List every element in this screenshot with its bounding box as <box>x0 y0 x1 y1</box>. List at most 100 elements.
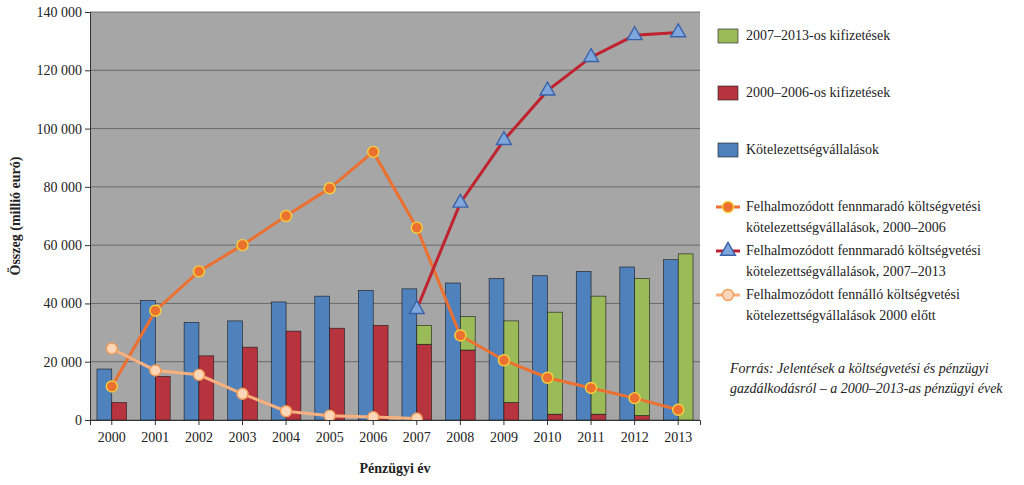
legend-label: 2000–2006-os kifizetések <box>746 85 890 100</box>
bar-segment <box>504 403 519 420</box>
marker <box>627 27 642 40</box>
bar-segment <box>417 325 432 344</box>
bar <box>141 301 156 420</box>
line <box>112 349 417 419</box>
legend-label: Felhalmozódott fennmaradó költségvetésik… <box>746 199 981 235</box>
bar-segment <box>548 414 563 420</box>
marker <box>411 222 422 233</box>
tick: 2000 <box>98 420 126 445</box>
bar-segment <box>548 312 563 414</box>
tick-label: 2009 <box>490 430 518 445</box>
legend-marker <box>723 202 734 213</box>
tick-mark <box>155 420 156 425</box>
tick-mark <box>85 362 90 363</box>
bar-segment <box>199 356 214 420</box>
tick-mark <box>85 420 90 421</box>
tick-label: 2013 <box>664 430 692 445</box>
tick-mark <box>416 420 417 425</box>
tick-label: 140 000 <box>37 5 83 20</box>
legend-item: Felhalmozódott fennmaradó költségvetésik… <box>716 199 981 235</box>
tick-label: 2007 <box>403 430 431 445</box>
grid <box>90 12 700 420</box>
bar-segment <box>243 347 258 420</box>
bar <box>97 369 112 420</box>
bar-segment <box>373 325 388 420</box>
grid-line <box>90 303 700 304</box>
tick-mark <box>85 70 90 71</box>
tick-mark <box>373 420 374 425</box>
tick-mark <box>591 420 592 425</box>
tick: 2003 <box>229 420 257 445</box>
tick-mark <box>503 420 504 425</box>
marker <box>106 343 117 354</box>
y-axis: 020 00040 00060 00080 000100 000120 0001… <box>37 5 91 428</box>
grid-line <box>90 12 700 13</box>
tick-label: 0 <box>75 413 82 428</box>
bar <box>271 302 286 420</box>
tick-label: 2011 <box>577 430 604 445</box>
marker <box>586 382 597 393</box>
tick: 2001 <box>141 420 169 445</box>
grid-line <box>90 70 700 71</box>
marker <box>368 146 379 157</box>
tick-label: 2008 <box>446 430 474 445</box>
tick: 2004 <box>272 420 300 445</box>
marker <box>409 301 424 314</box>
legend-swatch <box>718 86 738 100</box>
line <box>417 32 678 309</box>
tick-label: 100 000 <box>37 122 83 137</box>
marker <box>497 132 512 145</box>
bar-segment <box>678 254 693 420</box>
marks <box>97 24 693 420</box>
tick: 2009 <box>490 420 518 445</box>
tick: 140 000 <box>37 5 91 20</box>
tick-mark <box>242 420 243 425</box>
marker <box>193 369 204 380</box>
tick-mark <box>634 420 635 425</box>
tick-label: 60 000 <box>44 238 83 253</box>
tick-mark <box>85 303 90 304</box>
marker <box>584 49 599 62</box>
legend-item: 2007–2013-os kifizetések <box>718 28 890 43</box>
tick: 40 000 <box>44 296 91 311</box>
marker <box>455 330 466 341</box>
plot-background <box>90 12 700 420</box>
legend-item: Kötelezettségvállalások <box>718 142 879 157</box>
tick-label: 40 000 <box>44 296 83 311</box>
tick: 2013 <box>664 420 692 445</box>
line <box>112 152 678 410</box>
tick: 2002 <box>185 420 213 445</box>
marker <box>281 211 292 222</box>
marker <box>540 82 555 95</box>
tick: 2006 <box>359 420 387 445</box>
bar <box>489 279 504 420</box>
marker <box>324 183 335 194</box>
grid-line <box>90 361 700 362</box>
chart: 020 00040 00060 00080 000100 000120 0001… <box>0 0 1024 485</box>
tick-label: 2004 <box>272 430 300 445</box>
tick-label: 2005 <box>316 430 344 445</box>
marker <box>629 393 640 404</box>
bar <box>358 290 373 420</box>
tick-mark <box>85 187 90 188</box>
legend-marker <box>721 242 736 255</box>
marker <box>237 388 248 399</box>
tick: 2005 <box>316 420 344 445</box>
marker <box>281 406 292 417</box>
tick: 2011 <box>577 420 604 445</box>
tick: 60 000 <box>44 238 91 253</box>
bar-segment <box>460 350 475 420</box>
grid-line <box>90 245 700 246</box>
tick-mark <box>329 420 330 425</box>
tick: 2007 <box>403 420 431 445</box>
tick-label: 2000 <box>98 430 126 445</box>
legend-item: Felhalmozódott fennálló költségvetésiköt… <box>716 287 960 323</box>
legend-label: Felhalmozódott fennálló költségvetésiköt… <box>746 287 960 323</box>
marker <box>237 240 248 251</box>
bar-segment <box>417 344 432 420</box>
marker <box>498 355 509 366</box>
tick: 20 000 <box>44 355 91 370</box>
tick-label: 120 000 <box>37 63 83 78</box>
bar-segment <box>112 403 127 420</box>
legend-marker <box>723 290 734 301</box>
